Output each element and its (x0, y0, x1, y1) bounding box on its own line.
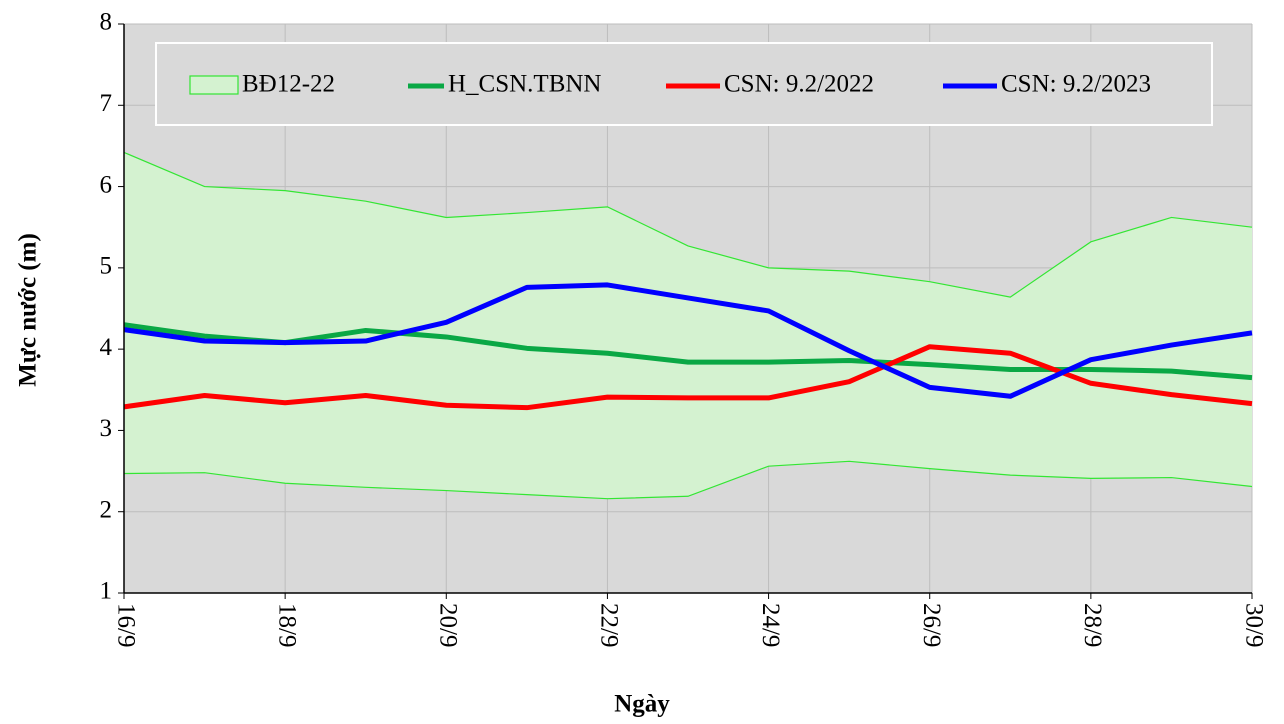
legend-label: CSN: 9.2/2023 (1001, 71, 1151, 98)
y-tick-label: 3 (100, 415, 113, 442)
y-tick-label: 2 (100, 496, 113, 523)
legend-swatch (189, 75, 239, 95)
x-tick-label: 28/9 (1079, 603, 1106, 647)
legend-label: CSN: 9.2/2022 (724, 71, 874, 98)
y-tick-label: 8 (100, 9, 113, 36)
y-tick-label: 4 (100, 334, 113, 361)
line-series (123, 282, 1253, 399)
legend-label: BĐ12-22 (242, 71, 335, 98)
x-tick-label: 24/9 (757, 603, 784, 647)
band-upper (123, 151, 1253, 298)
legend: BĐ12-22 H_CSN.TBNN CSN: 9.2/2022 CSN: 9.2/2… (189, 71, 1151, 98)
band-area (124, 152, 1252, 499)
y-tick-label: 7 (100, 90, 113, 117)
x-tick-label: 18/9 (273, 603, 300, 647)
legend-label: H_CSN.TBNN (448, 71, 602, 98)
x-tick-label: 26/9 (918, 603, 945, 647)
x-tick-label: 22/9 (596, 603, 623, 647)
y-axis-title: Mực nước (m) (15, 233, 42, 387)
x-axis-title: Ngày (614, 691, 670, 718)
y-tick-label: 5 (100, 253, 113, 280)
marks (123, 151, 1253, 500)
y-tick-label: 6 (100, 171, 113, 198)
band-lower (123, 460, 1253, 500)
x-tick-label: 20/9 (435, 603, 462, 647)
x-tick-label: 16/9 (112, 603, 139, 647)
x-tick-label: 30/9 (1240, 603, 1267, 647)
y-tick-label: 1 (100, 578, 113, 605)
